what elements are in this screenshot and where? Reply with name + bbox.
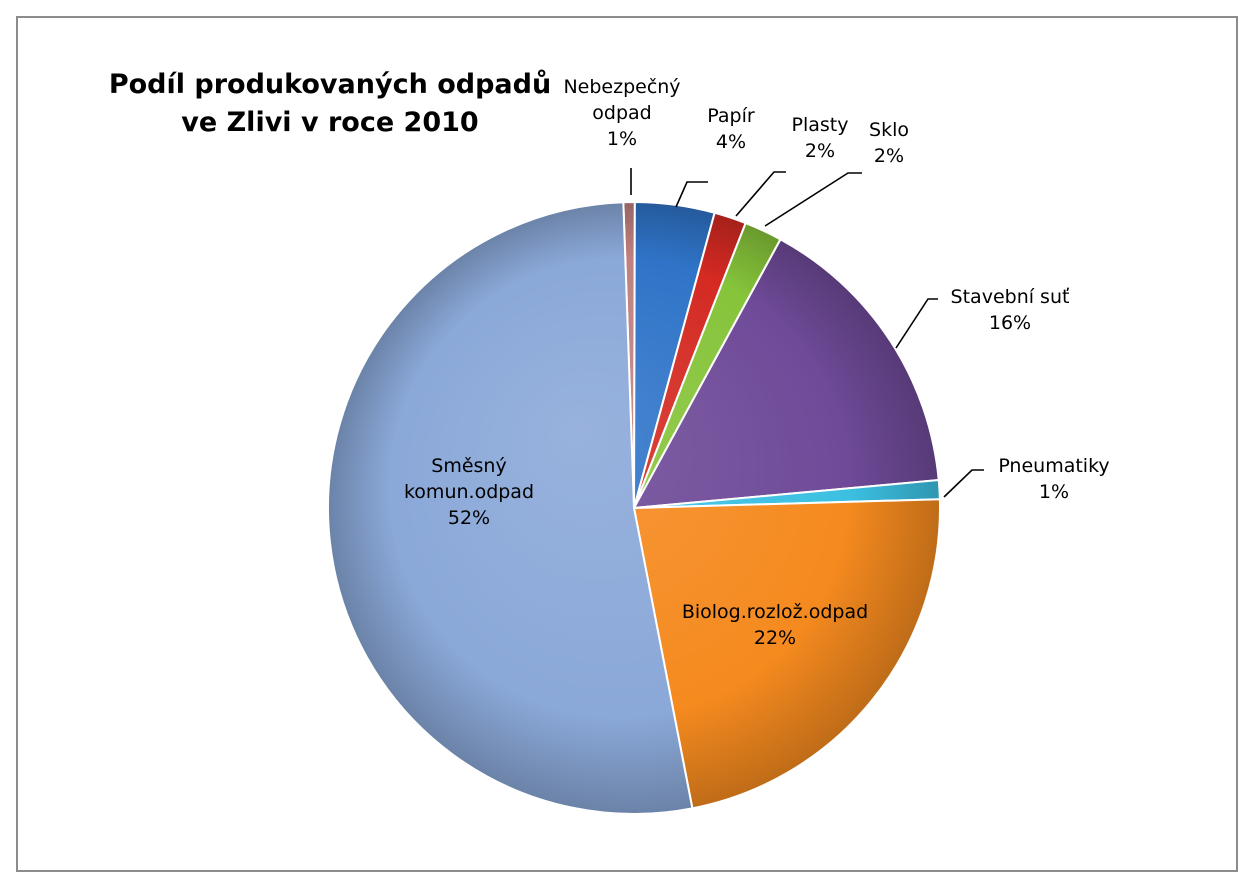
slice-label-pneumatiky: Pneumatiky 1% — [998, 455, 1109, 503]
slice-label-sklo: Sklo 2% — [869, 119, 909, 167]
slice-name-nebezpecny-odpad: Nebezpečný — [563, 76, 680, 98]
slice-name-plasty: Plasty — [792, 114, 849, 136]
slice-value-pneumatiky: 1% — [1039, 481, 1069, 503]
slice-value-nebezpecny-odpad: 1% — [607, 128, 637, 150]
slice-value-sklo: 2% — [874, 145, 904, 167]
label-leader-lines — [630, 168, 984, 498]
slice-value-papir: 4% — [716, 131, 746, 153]
slice-label-plasty: Plasty 2% — [792, 114, 849, 162]
slice-biolog-rozloz-odpad — [632, 498, 941, 810]
slice-smesny-komun-odpad — [327, 201, 694, 816]
slice-label-smesny-komun-odpad: Směsný komun.odpad 52% — [404, 455, 534, 529]
slice-name-smesny-komun-odpad: Směsný — [431, 455, 506, 477]
slice-name-nebezpecny-odpad: odpad — [592, 102, 651, 124]
chart-title: Podíl produkovaných odpadů ve Zlivi v ro… — [70, 66, 590, 142]
leader-line-papir — [675, 181, 708, 208]
slice-label-nebezpecny-odpad: Nebezpečný odpad 1% — [563, 76, 680, 150]
slice-name-pneumatiky: Pneumatiky — [998, 455, 1109, 477]
slice-name-papir: Papír — [707, 105, 755, 127]
slice-label-papir: Papír 4% — [707, 105, 755, 153]
leader-line-pneumatiky — [943, 469, 984, 498]
leader-line-stavebni-sut — [895, 298, 938, 349]
slice-labels: Nebezpečný odpad 1% Papír 4% Plasty 2% Sklo 2% St… — [404, 76, 1110, 649]
slice-stavebni-sut — [632, 237, 940, 510]
leader-line-plasty — [735, 171, 786, 217]
slice-name-biolog-rozloz-odpad: Biolog.rozlož.odpad — [682, 601, 868, 623]
leader-line-sklo — [764, 172, 862, 227]
slice-label-biolog-rozloz-odpad: Biolog.rozlož.odpad 22% — [682, 601, 868, 649]
chart-title-line-1: Podíl produkovaných odpadů — [108, 69, 552, 100]
slice-value-smesny-komun-odpad: 52% — [448, 507, 490, 529]
slice-label-stavebni-sut: Stavební suť 16% — [951, 286, 1070, 334]
slice-name-sklo: Sklo — [869, 119, 909, 141]
slice-value-stavebni-sut: 16% — [989, 312, 1031, 334]
slice-name-stavebni-sut: Stavební suť — [951, 286, 1070, 308]
slice-name-smesny-komun-odpad: komun.odpad — [404, 481, 534, 503]
chart-title-line-2: ve Zlivi v roce 2010 — [181, 107, 479, 138]
pie-slices — [327, 200, 941, 816]
slice-value-plasty: 2% — [805, 140, 835, 162]
slice-value-biolog-rozloz-odpad: 22% — [754, 627, 796, 649]
